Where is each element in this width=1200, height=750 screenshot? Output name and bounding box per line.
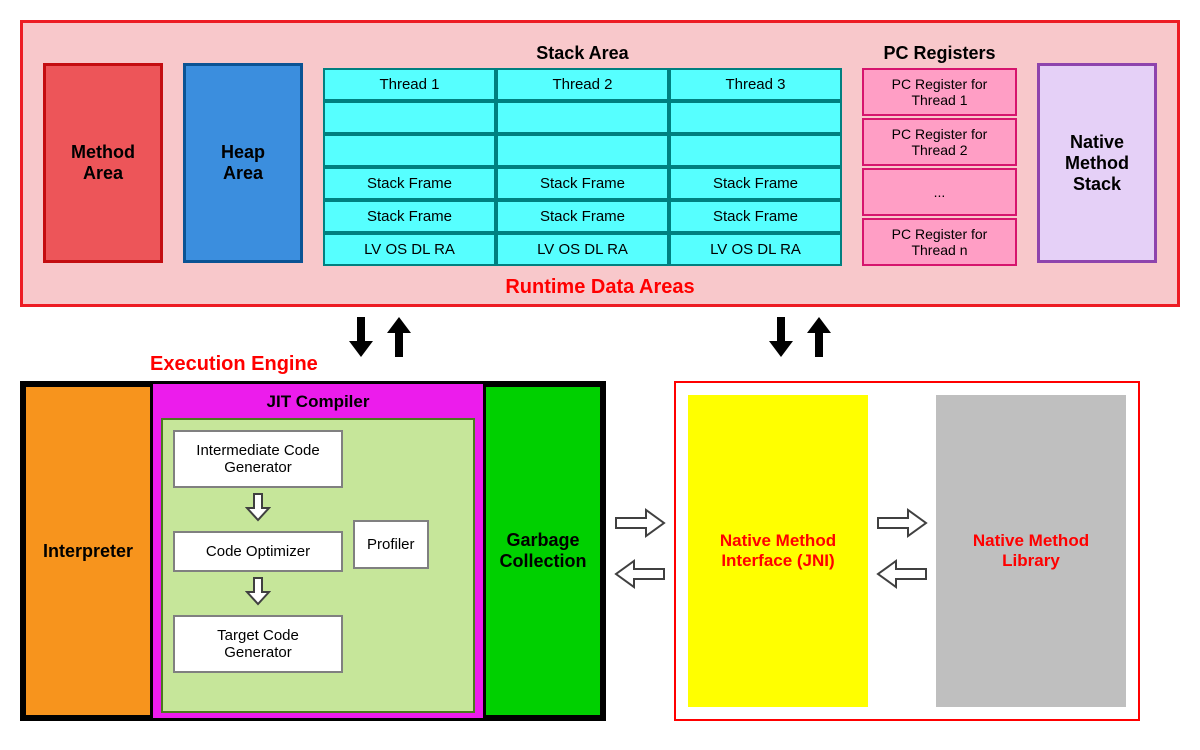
pc-registers-title: PC Registers	[862, 43, 1017, 64]
heap-area-box: Heap Area	[183, 63, 303, 263]
stack-area-section: Stack Area Thread 1Thread 2Thread 3 Stack…	[323, 43, 842, 266]
stack-cell: LV OS DL RA	[669, 233, 842, 266]
profiler-box: Profiler	[353, 520, 429, 569]
up-arrow-icon	[385, 315, 413, 368]
stack-cell	[496, 101, 669, 134]
bottom-row: Execution Engine Interpreter JIT Compile…	[20, 381, 1180, 721]
stack-cell: Thread 1	[323, 68, 496, 101]
stack-cell: LV OS DL RA	[496, 233, 669, 266]
target-code-generator-box: Target Code Generator	[173, 615, 343, 673]
pc-register-cell: PC Register for Thread 1	[862, 68, 1017, 116]
down-arrow-icon	[245, 576, 271, 611]
code-optimizer-box: Code Optimizer	[173, 531, 343, 572]
pc-register-cell: PC Register for Thread n	[862, 218, 1017, 266]
down-arrow-icon	[767, 315, 795, 368]
jit-inner: Intermediate Code Generator Code Optimiz…	[161, 418, 475, 713]
native-method-stack-box: Native Method Stack	[1037, 63, 1157, 263]
down-arrow-icon	[347, 315, 375, 368]
stack-area-title: Stack Area	[323, 43, 842, 64]
stack-cell	[323, 134, 496, 167]
intermediate-code-generator-box: Intermediate Code Generator	[173, 430, 343, 488]
garbage-collection-box: Garbage Collection	[483, 384, 603, 718]
stack-cell	[323, 101, 496, 134]
pc-registers-section: PC Registers PC Register for Thread 1PC …	[862, 43, 1017, 268]
stack-cell: Stack Frame	[323, 167, 496, 200]
runtime-data-areas-title: Runtime Data Areas	[505, 276, 694, 299]
right-arrow-icon	[614, 508, 666, 543]
stack-cell: Stack Frame	[669, 167, 842, 200]
native-section: Native Method Interface (JNI) Native Met…	[674, 381, 1140, 721]
stack-cell: Thread 2	[496, 68, 669, 101]
side-arrows-left	[606, 381, 674, 721]
stack-cell: Stack Frame	[496, 167, 669, 200]
interpreter-box: Interpreter	[23, 384, 153, 718]
stack-cell	[496, 134, 669, 167]
left-arrow-icon	[876, 559, 928, 594]
native-method-library-box: Native Method Library	[936, 395, 1126, 707]
left-arrow-icon	[614, 559, 666, 594]
up-arrow-icon	[805, 315, 833, 368]
execution-engine: Interpreter JIT Compiler Intermediate Co…	[20, 381, 606, 721]
stack-cell: Stack Frame	[669, 200, 842, 233]
pc-register-cell: PC Register for Thread 2	[862, 118, 1017, 166]
left-arrow-group	[347, 315, 413, 368]
down-arrow-icon	[245, 492, 271, 527]
stack-cell	[669, 134, 842, 167]
runtime-data-areas: Method Area Heap Area Stack Area Thread …	[20, 20, 1180, 307]
jit-compiler-title: JIT Compiler	[161, 392, 475, 412]
jni-box: Native Method Interface (JNI)	[688, 395, 868, 707]
pc-list: PC Register for Thread 1PC Register for …	[862, 68, 1017, 266]
right-arrow-icon	[876, 508, 928, 543]
pc-register-cell: ...	[862, 168, 1017, 216]
stack-cell: LV OS DL RA	[323, 233, 496, 266]
stack-grid: Thread 1Thread 2Thread 3Stack FrameStack…	[323, 68, 842, 266]
code-gen-chain: Intermediate Code Generator Code Optimiz…	[173, 430, 343, 673]
stack-cell: Thread 3	[669, 68, 842, 101]
stack-cell	[669, 101, 842, 134]
side-arrows-right	[868, 395, 936, 707]
method-area-box: Method Area	[43, 63, 163, 263]
jit-compiler-section: JIT Compiler Intermediate Code Generator…	[153, 384, 483, 718]
execution-engine-label: Execution Engine	[150, 353, 318, 376]
stack-cell: Stack Frame	[496, 200, 669, 233]
stack-cell: Stack Frame	[323, 200, 496, 233]
right-arrow-group	[767, 315, 833, 368]
